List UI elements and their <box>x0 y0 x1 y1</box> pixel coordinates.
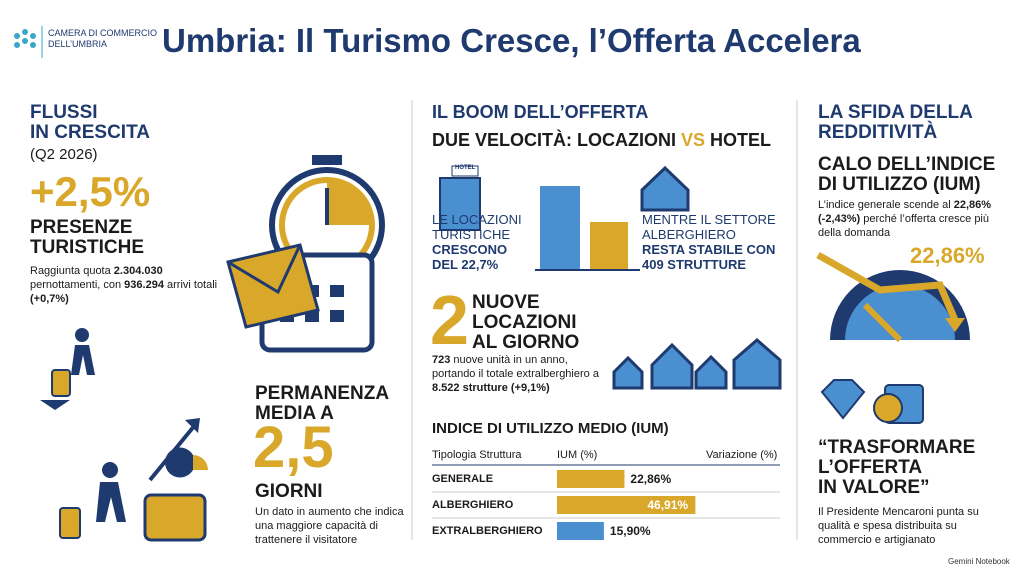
quote: “TRASFORMARE L’OFFERTA IN VALORE” <box>818 438 975 498</box>
heading: LA SFIDA DELLA REDDITIVITÀ <box>818 103 973 143</box>
row-label: EXTRALBERGHIERO <box>432 525 543 537</box>
houses-icon <box>612 338 782 390</box>
hotel-icon <box>439 165 481 231</box>
column-header: Tipologia Struttura <box>432 449 522 461</box>
heading: FLUSSI IN CRESCITA <box>30 103 150 143</box>
row-label: GENERALE <box>432 473 494 485</box>
line: LOCAZIONI <box>472 312 577 333</box>
gauge-icon <box>816 251 970 343</box>
t: 936.294 <box>124 279 164 291</box>
value-label: 22,86% <box>630 472 672 486</box>
icon-label: HOTEL <box>455 165 476 171</box>
line: NUOVE <box>472 292 540 313</box>
title: Umbria: Il Turismo Cresce, l’Offerta Acc… <box>162 22 861 59</box>
body: L’indice generale scende al 22,86% (-2,4… <box>818 198 996 240</box>
line: TURISTICHE <box>30 237 144 258</box>
org-line: DELL’UMBRIA <box>48 39 108 49</box>
line: MEDIA A <box>255 403 334 424</box>
left-text: LE LOCAZIONI TURISTICHE CRESCONO DEL 22,7% <box>432 212 522 272</box>
t: HOTEL <box>705 130 772 150</box>
footer: Gemini Notebook <box>948 557 1010 566</box>
right-text: MENTRE IL SETTORE ALBERGHIERO RESTA STABIL… <box>642 212 776 272</box>
line: 409 STRUTTURE <box>642 257 747 272</box>
t: arrivi totali <box>163 279 218 291</box>
line: PRESENZE <box>30 217 133 238</box>
t: nuove unità in un anno, portando il tota… <box>432 354 599 380</box>
ium-bar <box>557 496 696 514</box>
line: “TRASFORMARE <box>818 437 976 458</box>
body: Raggiunta quota 2.304.030 pernottamenti,… <box>30 264 230 306</box>
t: perché l’offerta cresce più della domand… <box>818 213 989 239</box>
t: Raggiunta quota <box>30 265 114 277</box>
org-name: CAMERA DI COMMERCIO DELL’UMBRIA <box>48 28 157 50</box>
column-header: Variazione (%) <box>706 449 778 461</box>
body: Un dato in aumento che indica una maggio… <box>255 506 404 546</box>
line: ALBERGHIERO <box>642 227 736 242</box>
value-label: 15,90% <box>609 524 651 538</box>
line: CALO DELL’INDICE <box>818 154 996 175</box>
line: LE LOCAZIONI <box>432 212 522 227</box>
subheading: CALO DELL’INDICE DI UTILIZZO (IUM) <box>818 155 995 195</box>
line: CRESCONO <box>432 242 508 257</box>
line: DEL 22,7% <box>432 257 499 272</box>
value-label: 46,91% <box>647 498 689 512</box>
t: (+0,7%) <box>30 293 69 305</box>
label: NUOVE LOCAZIONI AL GIORNO <box>472 293 579 353</box>
period: (Q2 2026) <box>30 146 98 163</box>
subheading: DUE VELOCITÀ: LOCAZIONI VS HOTEL <box>432 130 771 151</box>
line: LA SFIDA DELLA <box>818 102 973 123</box>
t: 2.304.030 <box>113 265 163 277</box>
big-number: 2,5 <box>253 415 334 480</box>
line: RESTA STABILE CON <box>642 242 776 257</box>
table-title: INDICE DI UTILIZZO MEDIO (IUM) <box>432 420 669 437</box>
t: 723 <box>432 354 451 366</box>
line: PERMANENZA <box>255 383 390 404</box>
speed-bar <box>540 186 580 270</box>
heading: IL BOOM DELL’OFFERTA <box>432 102 649 122</box>
t: L’indice generale scende al <box>818 199 954 211</box>
line: MENTRE IL SETTORE <box>642 212 776 227</box>
speed-bar <box>590 222 628 270</box>
column-header: IUM (%) <box>557 449 598 461</box>
org-line: CAMERA DI COMMERCIO <box>48 28 158 38</box>
ium-chart <box>432 464 780 540</box>
value-icons <box>820 379 924 424</box>
t: 22,86% (-2,43%) <box>818 199 992 225</box>
ium-bar <box>557 522 604 540</box>
logo <box>14 29 36 48</box>
big-number: +2,5% <box>30 168 151 215</box>
growth-arrow <box>148 418 208 482</box>
line: L’OFFERTA <box>818 457 923 478</box>
line: AL GIORNO <box>472 332 580 353</box>
unit: GIORNI <box>255 481 323 502</box>
heading: PERMANENZA MEDIA A <box>255 384 389 424</box>
house-icon <box>640 165 690 212</box>
line: IN CRESCITA <box>30 122 150 143</box>
t: pernottamenti, con <box>30 279 125 291</box>
line: TURISTICHE <box>432 227 510 242</box>
gauge-label: 22,86% <box>910 243 985 268</box>
calendar-icon <box>226 243 375 353</box>
ium-bar <box>557 470 625 488</box>
traveler-icon <box>40 328 207 542</box>
line: DI UTILIZZO (IUM) <box>818 174 981 195</box>
body: 723 nuove unità in un anno, portando il … <box>432 353 612 395</box>
big-number: 2 <box>430 281 469 359</box>
t: VS <box>681 130 706 150</box>
label: PRESENZE TURISTICHE <box>30 218 144 258</box>
t: DUE VELOCITÀ: LOCAZIONI <box>432 130 681 150</box>
row-label: ALBERGHIERO <box>432 499 514 511</box>
line: IN VALORE” <box>818 477 930 498</box>
line: FLUSSI <box>30 102 98 123</box>
line: REDDITIVITÀ <box>818 122 938 143</box>
t: 8.522 strutture (+9,1%) <box>432 382 550 394</box>
body: Il Presidente Mencaroni punta su qualità… <box>818 506 979 546</box>
